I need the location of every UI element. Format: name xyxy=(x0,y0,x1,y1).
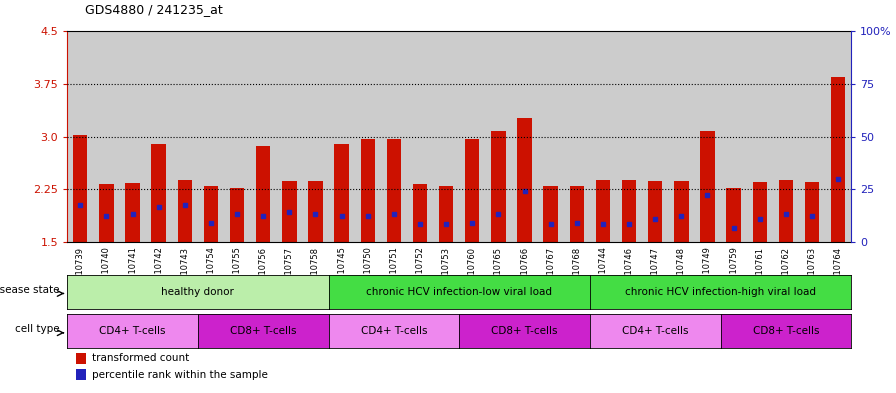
Bar xyxy=(439,185,453,242)
Bar xyxy=(648,181,662,242)
Bar xyxy=(805,182,819,242)
Text: CD8+ T-cells: CD8+ T-cells xyxy=(491,326,558,336)
Bar xyxy=(329,31,355,242)
Bar xyxy=(570,185,584,242)
Bar xyxy=(674,181,688,242)
Bar xyxy=(564,31,590,242)
Bar xyxy=(799,31,825,242)
Bar xyxy=(151,143,166,242)
Bar xyxy=(177,180,192,242)
Text: percentile rank within the sample: percentile rank within the sample xyxy=(92,370,268,380)
Text: disease state: disease state xyxy=(0,285,59,295)
Text: GDS4880 / 241235_at: GDS4880 / 241235_at xyxy=(85,3,223,16)
Bar xyxy=(694,31,720,242)
Text: CD8+ T-cells: CD8+ T-cells xyxy=(230,326,297,336)
Bar xyxy=(224,31,250,242)
Bar xyxy=(172,31,198,242)
Bar xyxy=(334,143,349,242)
Bar xyxy=(119,31,145,242)
Bar xyxy=(616,31,642,242)
Bar xyxy=(459,31,486,242)
Text: transformed count: transformed count xyxy=(92,353,189,364)
Bar xyxy=(407,31,433,242)
Bar xyxy=(544,185,558,242)
Bar xyxy=(282,181,297,242)
Text: CD4+ T-cells: CD4+ T-cells xyxy=(99,326,166,336)
Bar xyxy=(76,353,86,364)
Bar xyxy=(381,31,407,242)
Bar xyxy=(512,31,538,242)
Bar xyxy=(276,31,302,242)
Bar xyxy=(145,31,172,242)
Bar xyxy=(668,31,694,242)
Bar xyxy=(465,139,479,242)
Bar xyxy=(517,118,531,242)
Bar xyxy=(230,188,245,242)
Bar xyxy=(302,31,329,242)
Bar xyxy=(413,184,427,242)
Bar xyxy=(125,183,140,242)
Bar xyxy=(93,31,119,242)
Text: CD4+ T-cells: CD4+ T-cells xyxy=(622,326,688,336)
Bar xyxy=(360,139,375,242)
Bar xyxy=(355,31,381,242)
Bar xyxy=(701,131,715,242)
Bar xyxy=(250,31,276,242)
Bar xyxy=(76,369,86,380)
Bar xyxy=(308,181,323,242)
Text: chronic HCV infection-high viral load: chronic HCV infection-high viral load xyxy=(625,287,816,297)
Bar xyxy=(622,180,636,242)
Text: healthy donor: healthy donor xyxy=(161,287,235,297)
Bar xyxy=(256,146,271,242)
Bar xyxy=(772,31,799,242)
Bar xyxy=(746,31,772,242)
Text: chronic HCV infection-low viral load: chronic HCV infection-low viral load xyxy=(366,287,552,297)
Bar xyxy=(825,31,851,242)
Bar xyxy=(538,31,564,242)
Bar xyxy=(198,31,224,242)
Bar xyxy=(727,188,741,242)
Bar xyxy=(486,31,512,242)
Bar xyxy=(491,131,505,242)
Bar xyxy=(67,31,93,242)
Bar xyxy=(753,182,767,242)
Bar xyxy=(720,31,746,242)
Text: CD8+ T-cells: CD8+ T-cells xyxy=(753,326,819,336)
Bar xyxy=(73,135,88,242)
Bar xyxy=(387,139,401,242)
Bar xyxy=(590,31,616,242)
Text: CD4+ T-cells: CD4+ T-cells xyxy=(360,326,427,336)
Bar xyxy=(203,185,218,242)
Bar xyxy=(831,77,845,242)
Bar xyxy=(779,180,793,242)
Bar xyxy=(99,184,114,242)
Text: cell type: cell type xyxy=(14,325,59,334)
Bar xyxy=(433,31,459,242)
Bar xyxy=(642,31,668,242)
Bar xyxy=(596,180,610,242)
